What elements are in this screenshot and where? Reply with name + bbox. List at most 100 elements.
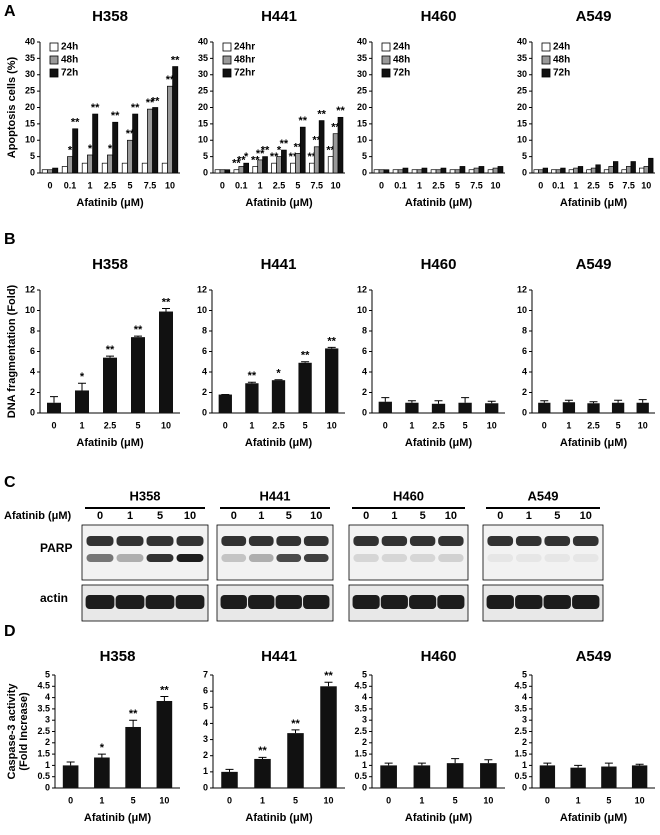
x-tick-label: 0.1 [235, 180, 248, 190]
bar [252, 166, 259, 174]
bar [224, 169, 231, 174]
bar [492, 167, 499, 174]
bar [325, 348, 339, 413]
y-tick-label: 1.5 [354, 748, 367, 758]
dose-tick: 5 [157, 510, 163, 522]
band [176, 554, 204, 562]
cell-line-label: H460 [393, 488, 424, 503]
y-tick-label: 4 [362, 366, 367, 376]
x-axis-label: Afatinib (μM) [560, 197, 628, 209]
error-bar [574, 764, 583, 768]
legend-swatch [222, 42, 232, 52]
band [437, 595, 465, 609]
bar [421, 167, 428, 174]
y-tick-label: 30 [517, 69, 527, 79]
bar [621, 169, 627, 174]
y-tick-label: 10 [25, 305, 35, 315]
y-tick-label: 3 [522, 715, 527, 725]
dose-tick: 0 [231, 510, 237, 522]
band [146, 554, 174, 562]
y-tick-label: 0 [203, 167, 208, 177]
bar [159, 311, 173, 413]
bar [435, 169, 442, 174]
x-tick-label: 0 [220, 180, 225, 190]
x-tick-label: 0 [545, 795, 550, 805]
blot-frame [81, 524, 209, 581]
legend-swatch [49, 42, 59, 52]
x-tick-label: 10 [487, 420, 497, 430]
x-tick-label: 7.5 [144, 180, 157, 190]
y-tick-label: 35 [517, 53, 527, 63]
band [303, 554, 329, 562]
bar [473, 167, 480, 174]
row-label: actin [40, 591, 68, 605]
x-tick-label: 1 [79, 420, 84, 430]
panel-label: B [4, 231, 16, 248]
bar [405, 402, 419, 413]
bar [243, 162, 249, 174]
significance: ** [232, 158, 241, 170]
error-bar [638, 399, 647, 403]
y-tick-label: 4 [522, 692, 527, 702]
bar [378, 401, 392, 413]
legend-label: 24hr [234, 42, 255, 53]
bar [101, 162, 108, 174]
significance: * [88, 143, 93, 155]
bar [161, 162, 168, 174]
bar [87, 154, 93, 174]
x-tick-label: 10 [159, 795, 169, 805]
y-tick-label: 5 [362, 151, 367, 161]
x-tick-label: 0 [542, 420, 547, 430]
x-tick-label: 1 [409, 420, 414, 430]
band [248, 536, 274, 546]
band [248, 595, 275, 609]
error-bar [291, 729, 300, 734]
y-tick-label: 0 [362, 782, 367, 792]
bar [121, 162, 128, 174]
legend-label: 48h [553, 55, 570, 66]
bar [257, 159, 263, 174]
bar [459, 166, 466, 174]
y-tick-label: 10 [198, 135, 208, 145]
panel-label: A [4, 3, 16, 20]
error-bar [604, 762, 613, 767]
band [176, 536, 204, 546]
x-tick-label: 1 [566, 420, 571, 430]
band [175, 595, 205, 609]
y-axis-label: (Fold Increase) [18, 692, 30, 771]
x-tick-label: 0 [47, 180, 52, 190]
bar [52, 167, 59, 174]
y-tick-label: 7 [203, 669, 208, 679]
band [146, 536, 174, 546]
bar [271, 380, 286, 413]
band [115, 595, 145, 609]
legend-label: 72h [393, 68, 410, 79]
y-tick-label: 40 [517, 36, 527, 46]
y-tick-label: 40 [357, 36, 367, 46]
y-tick-label: 0 [202, 407, 207, 417]
bar [497, 166, 504, 174]
significance: ** [312, 135, 321, 147]
panel-label: D [4, 623, 16, 640]
significance: ** [258, 745, 267, 757]
significance: * [244, 151, 249, 163]
band [116, 554, 144, 562]
bar [313, 146, 320, 174]
y-tick-label: 20 [198, 102, 208, 112]
y-tick-label: 3.5 [514, 703, 527, 713]
bar [458, 402, 472, 413]
bar [449, 169, 456, 174]
chart-title: H460 [421, 648, 457, 665]
y-tick-label: 2 [522, 737, 527, 747]
bar [573, 167, 579, 174]
significance: * [108, 143, 113, 155]
x-axis-label: Afatinib (μM) [76, 437, 144, 449]
bar [590, 167, 597, 174]
dose-tick: 1 [127, 510, 133, 522]
bar [332, 133, 339, 174]
y-tick-label: 0 [30, 167, 35, 177]
y-tick-label: 2 [30, 387, 35, 397]
band [515, 595, 543, 609]
significance: ** [129, 708, 138, 720]
x-tick-label: 10 [490, 180, 500, 190]
